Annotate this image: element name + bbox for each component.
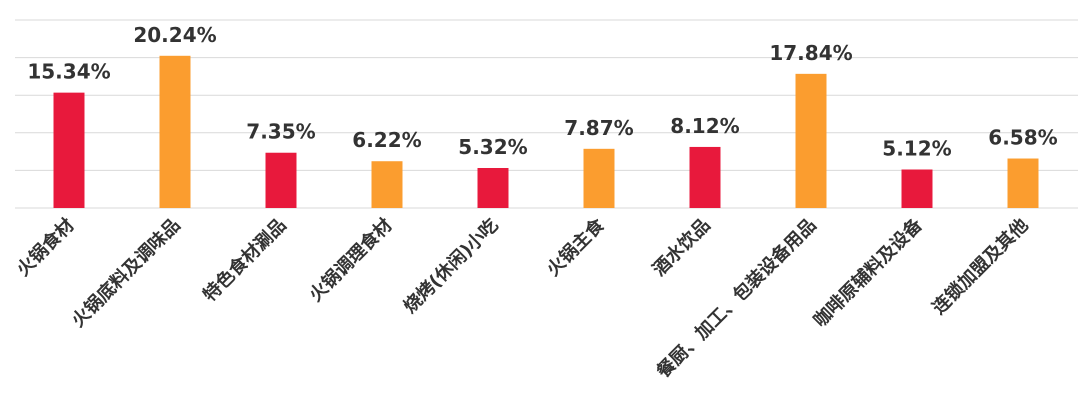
data-labels: 15.34% 20.24% 7.35% 6.22% 5.32% 7.87% 8.12% 17.… [27, 23, 1057, 161]
category-label: 火锅食材 [12, 214, 78, 280]
bar [795, 73, 827, 208]
bar [265, 152, 297, 208]
bar [583, 148, 615, 208]
bar [477, 167, 509, 208]
data-label: 15.34% [27, 60, 110, 84]
bar [371, 161, 403, 208]
bars [53, 55, 1039, 209]
bar [53, 92, 85, 208]
category-label: 火锅调理食材 [305, 214, 397, 306]
data-label: 17.84% [769, 41, 852, 65]
data-label: 8.12% [670, 114, 739, 138]
category-label: 火锅底料及调味品 [67, 214, 184, 331]
category-label: 连锁加盟及其他 [928, 214, 1033, 319]
gridlines [15, 19, 1078, 209]
category-label: 酒水饮品 [648, 214, 714, 280]
bar [159, 55, 191, 209]
category-label: 咖啡原辅料及设备 [809, 213, 927, 331]
category-label: 特色食材涮品 [199, 214, 291, 306]
bar [901, 169, 933, 208]
data-label: 5.12% [882, 136, 951, 160]
bar [689, 146, 721, 208]
data-label: 5.32% [458, 135, 527, 159]
category-label: 烧烤(休闲)小吃 [399, 214, 503, 318]
data-label: 7.35% [246, 120, 315, 144]
bar [1007, 158, 1039, 208]
data-label: 7.87% [564, 116, 633, 140]
category-label: 火锅主食 [542, 213, 609, 280]
data-label: 20.24% [133, 23, 216, 47]
data-label: 6.22% [352, 128, 421, 152]
data-label: 6.58% [988, 126, 1057, 150]
